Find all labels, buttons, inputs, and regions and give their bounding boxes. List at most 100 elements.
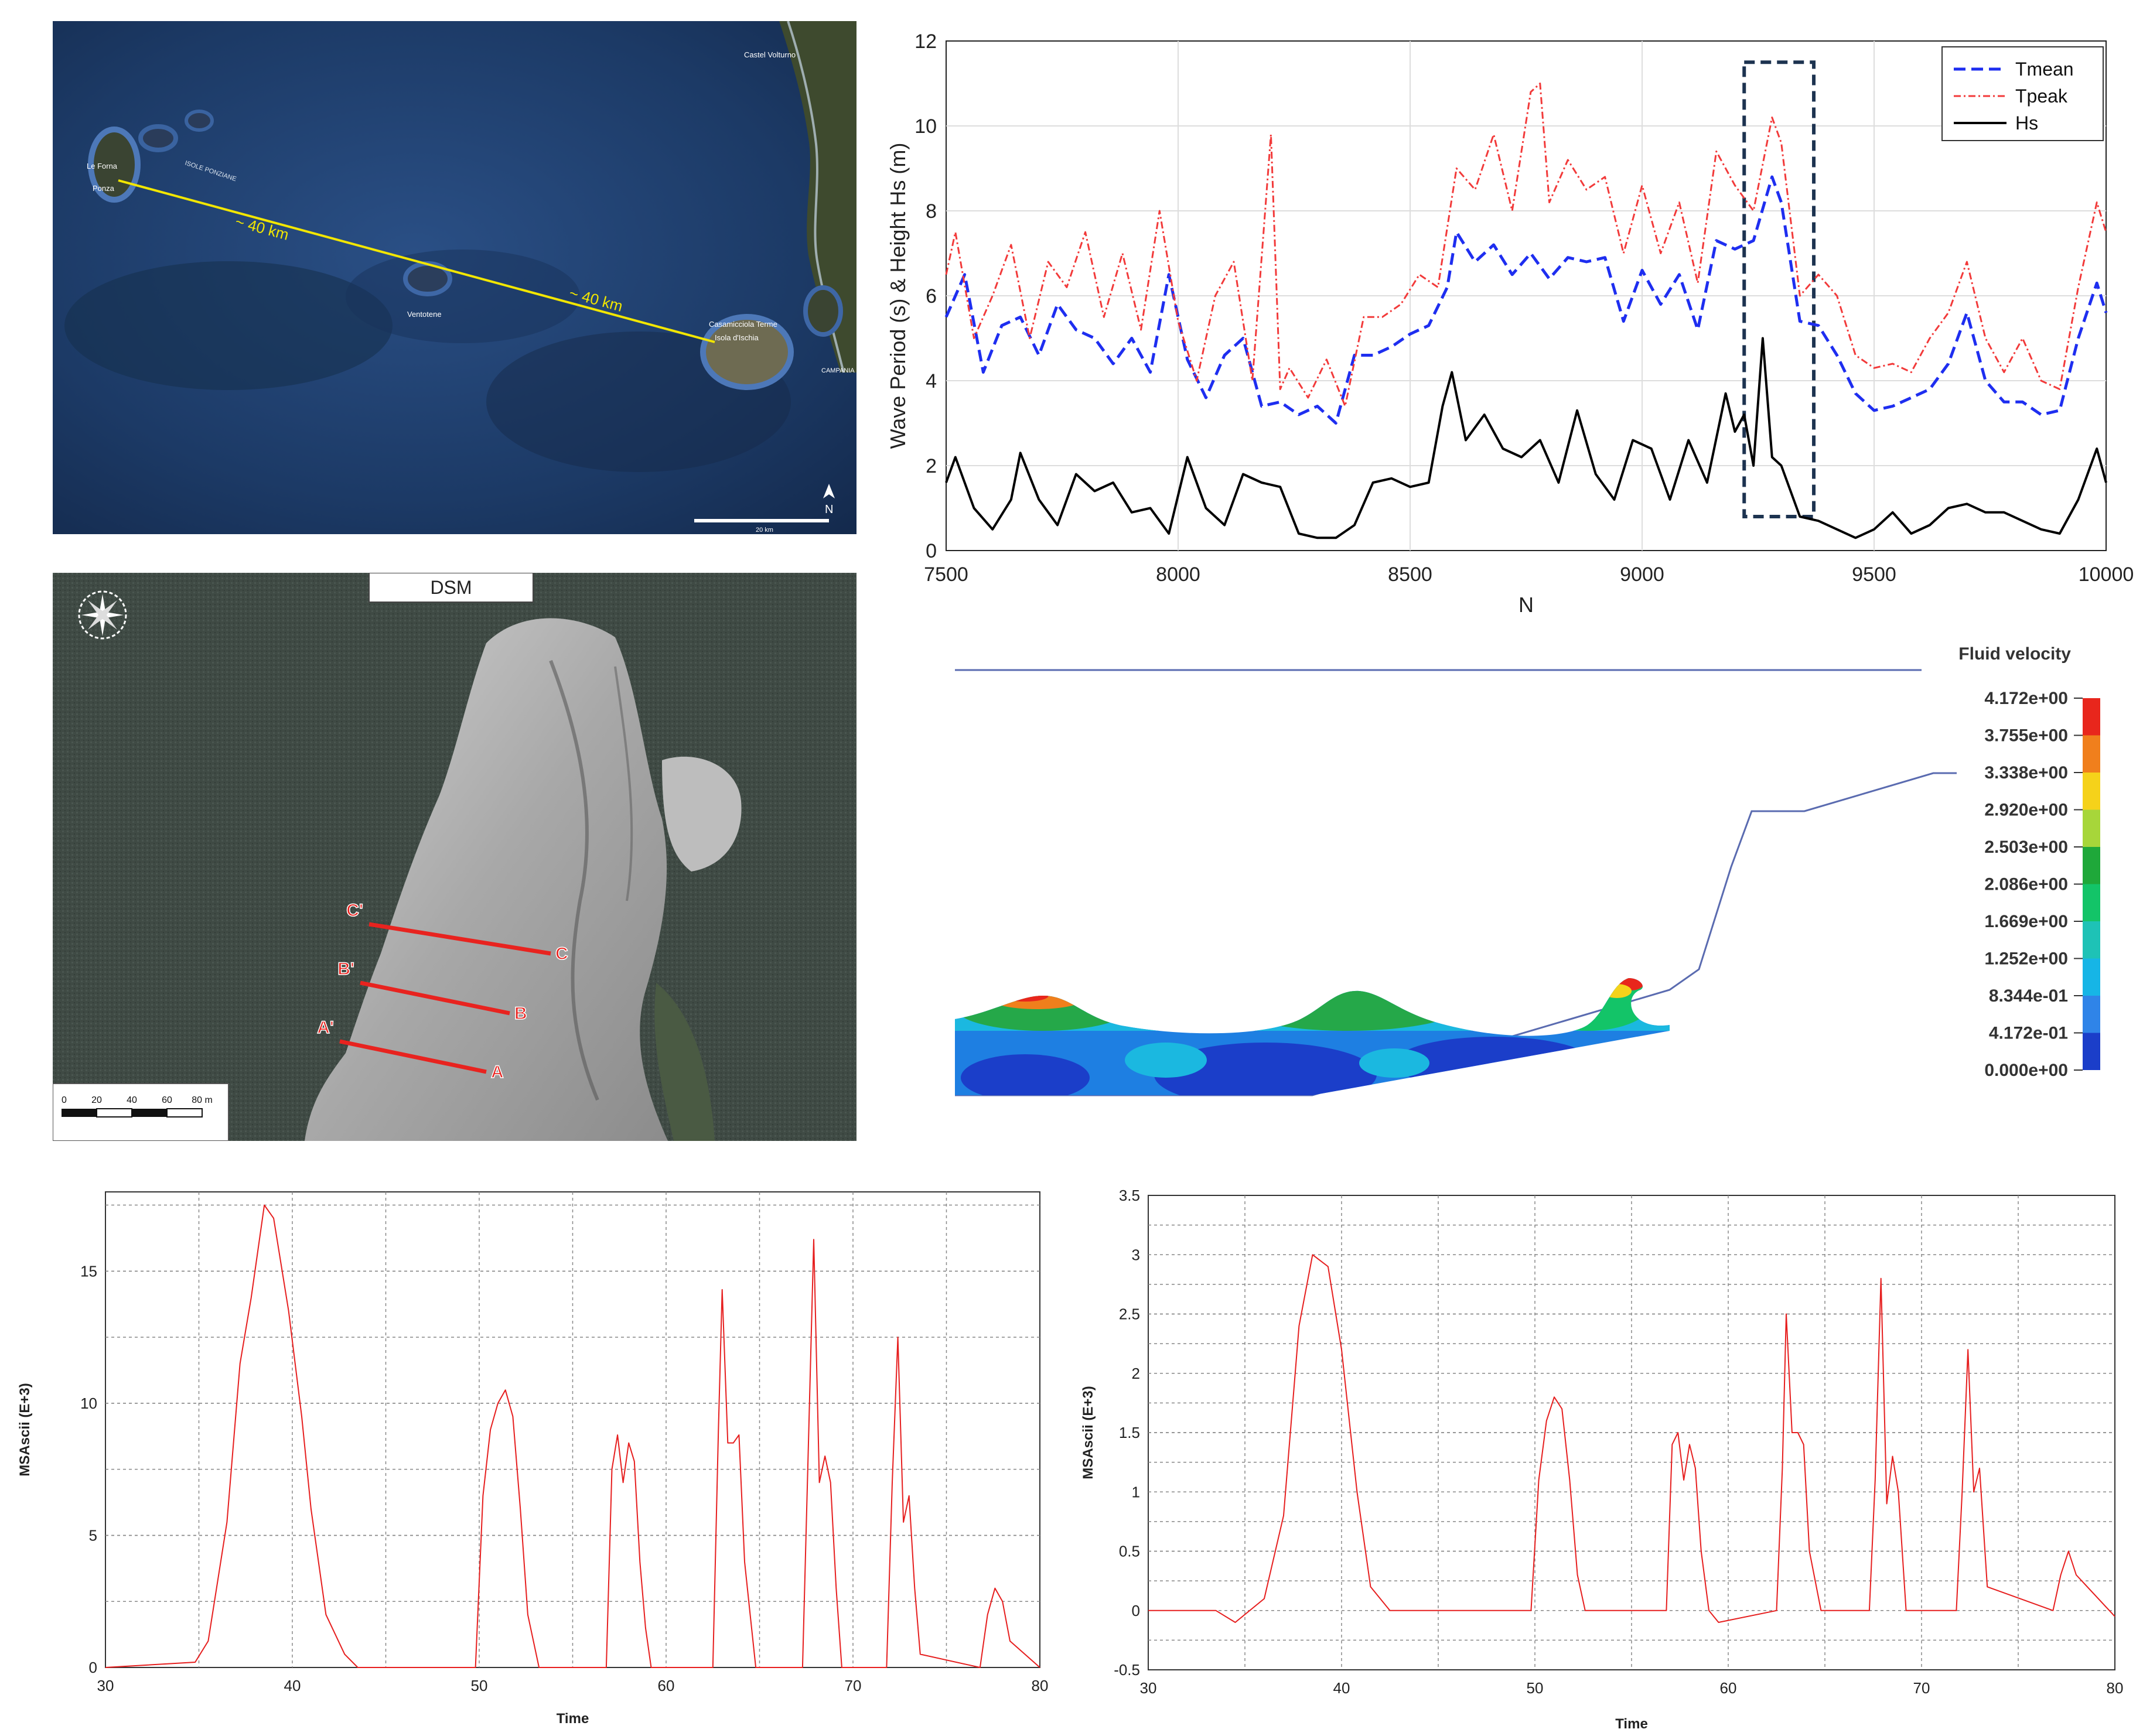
x-axis-label: Time [557,1711,589,1727]
legend-value-label: 2.086e+00 [1984,875,2068,894]
legend-entry: Tpeak [2015,86,2068,107]
x-tick-label: 9500 [1852,563,1896,586]
legend-entry: Hs [2015,112,2038,134]
label-ventotene: Ventotene [407,310,442,319]
legend-value-label: 4.172e-01 [1989,1024,2068,1043]
section-end-label: C [555,944,568,963]
y-tick-label: 2 [1132,1365,1140,1382]
series-line-tmean [944,175,2108,425]
scale-tick-label: 80 m [192,1095,213,1105]
legend-box [1941,46,2104,141]
section-line-3 [339,1039,487,1074]
scale-tick-label: 60 [162,1095,172,1105]
y-tick-label: 8 [926,200,937,223]
x-axis-label: N [1518,593,1534,617]
section-start-label: C' [346,901,363,920]
legend-color-swatch [2083,698,2100,736]
y-tick-label: 2.5 [1119,1306,1140,1323]
y-tick-label: 10 [80,1395,97,1412]
y-axis-label: MSAscii (E+3) [17,1383,33,1476]
series-line-tpeak [945,83,2107,407]
y-tick-label: 12 [914,30,937,53]
legend-color-swatch [2083,884,2100,921]
x-tick-label: 60 [658,1677,675,1694]
series-line-1 [1148,1254,2115,1623]
x-tick-label: 60 [1720,1679,1737,1697]
x-tick-label: 50 [1527,1679,1544,1697]
legend-color-swatch [2083,958,2100,996]
legend-entry: Tmean [2015,59,2074,80]
x-tick-label: 8500 [1388,563,1432,586]
y-tick-label: 3.5 [1119,1187,1140,1204]
x-tick-label: 40 [284,1677,301,1694]
y-tick-label: 0 [926,540,937,562]
legend-value-label: 2.503e+00 [1984,838,2068,857]
section-start-label: A' [317,1018,334,1037]
section-line-1 [368,922,551,956]
y-axis-label: Wave Period (s) & Height Hs (m) [886,143,910,449]
x-tick-label: 30 [1140,1679,1157,1697]
legend-value-label: 8.344e-01 [1989,986,2068,1006]
x-tick-label: 8000 [1156,563,1200,586]
x-tick-label: 7500 [924,563,968,586]
fluid-velocity-field [955,978,1670,1095]
section-line-2 [360,980,510,1016]
label-campania: CAMPANIA [821,367,855,374]
label-le-forna: Le Forna [87,162,118,170]
y-tick-label: 5 [89,1527,97,1544]
y-tick-label: 15 [80,1262,97,1280]
y-tick-label: 6 [926,285,937,307]
legend-color-swatch [2083,921,2100,959]
y-tick-label: 1 [1132,1483,1140,1501]
x-tick-label: 50 [471,1677,488,1694]
y-tick-label: -0.5 [1114,1661,1140,1679]
y-tick-label: 10 [914,115,937,138]
mainland [779,21,856,373]
x-tick-label: 80 [1032,1677,1049,1694]
y-tick-label: 3 [1132,1246,1140,1263]
highlight-box [1742,60,1816,518]
x-tick-label: 9000 [1620,563,1664,586]
satellite-map: Le Forna Ponza ISOLE PONZIANE ~ 40 km Ve… [53,21,856,534]
msascii-chart-2: 30 40 50 60 70 80 -0.5 0 0.5 1 1.5 2 2.5 3 3.5 Time MSAs… [1080,1187,2124,1732]
legend-value-label: 3.755e+00 [1984,726,2068,746]
legend-value-label: 3.338e+00 [1984,763,2068,782]
y-tick-label: 2 [926,455,937,477]
legend-value-label: 1.669e+00 [1984,912,2068,931]
section-end-label: A [491,1062,504,1082]
legend-color-swatch [2083,996,2100,1033]
fluid-velocity-model: Fluid velocity 4.172e+00 3.755e+00 3.338e+… [955,644,2100,1096]
series-line-1 [105,1204,1040,1668]
y-tick-label: 1.5 [1119,1424,1140,1441]
compass-rose-icon [78,590,127,640]
legend-value-label: 1.252e+00 [1984,949,2068,969]
section-start-label: B' [337,959,354,979]
legend-value-label: 4.172e+00 [1984,689,2068,708]
y-tick-label: 0.5 [1119,1543,1140,1560]
ischia-island [700,314,794,390]
label-north: N [825,503,833,516]
x-axis-label: Time [1615,1716,1648,1732]
label-ischia: Isola d'Ischia [715,333,759,342]
series-line-hs [945,337,2107,539]
legend-color-swatch [2083,809,2100,847]
x-tick-label: 70 [845,1677,862,1694]
scale-tick-label: 20 [91,1095,102,1105]
plot-area [105,1191,1040,1668]
label-castel-volturno: Castel Volturno [744,50,796,59]
x-tick-label: 80 [2107,1679,2124,1697]
y-axis-label: MSAscii (E+3) [1080,1386,1096,1479]
north-arrow-icon [823,484,835,498]
dsm-title: DSM [430,577,472,598]
y-tick-label: 4 [926,370,937,392]
legend-value-label: 0.000e+00 [1984,1061,2068,1080]
map-scale-label: 20 km [756,527,773,534]
label-ponza: Ponza [93,184,115,193]
legend-color-swatch [2083,1033,2100,1070]
legend-title: Fluid velocity [1958,644,2071,664]
x-tick-label: 30 [97,1677,114,1694]
dsm-map: DSM C' C B' B A' A 0 20 40 60 80 m [53,573,856,1141]
legend-color-swatch [2083,735,2100,773]
scale-tick-label: 40 [127,1095,137,1105]
y-tick-label: 0 [89,1659,97,1676]
